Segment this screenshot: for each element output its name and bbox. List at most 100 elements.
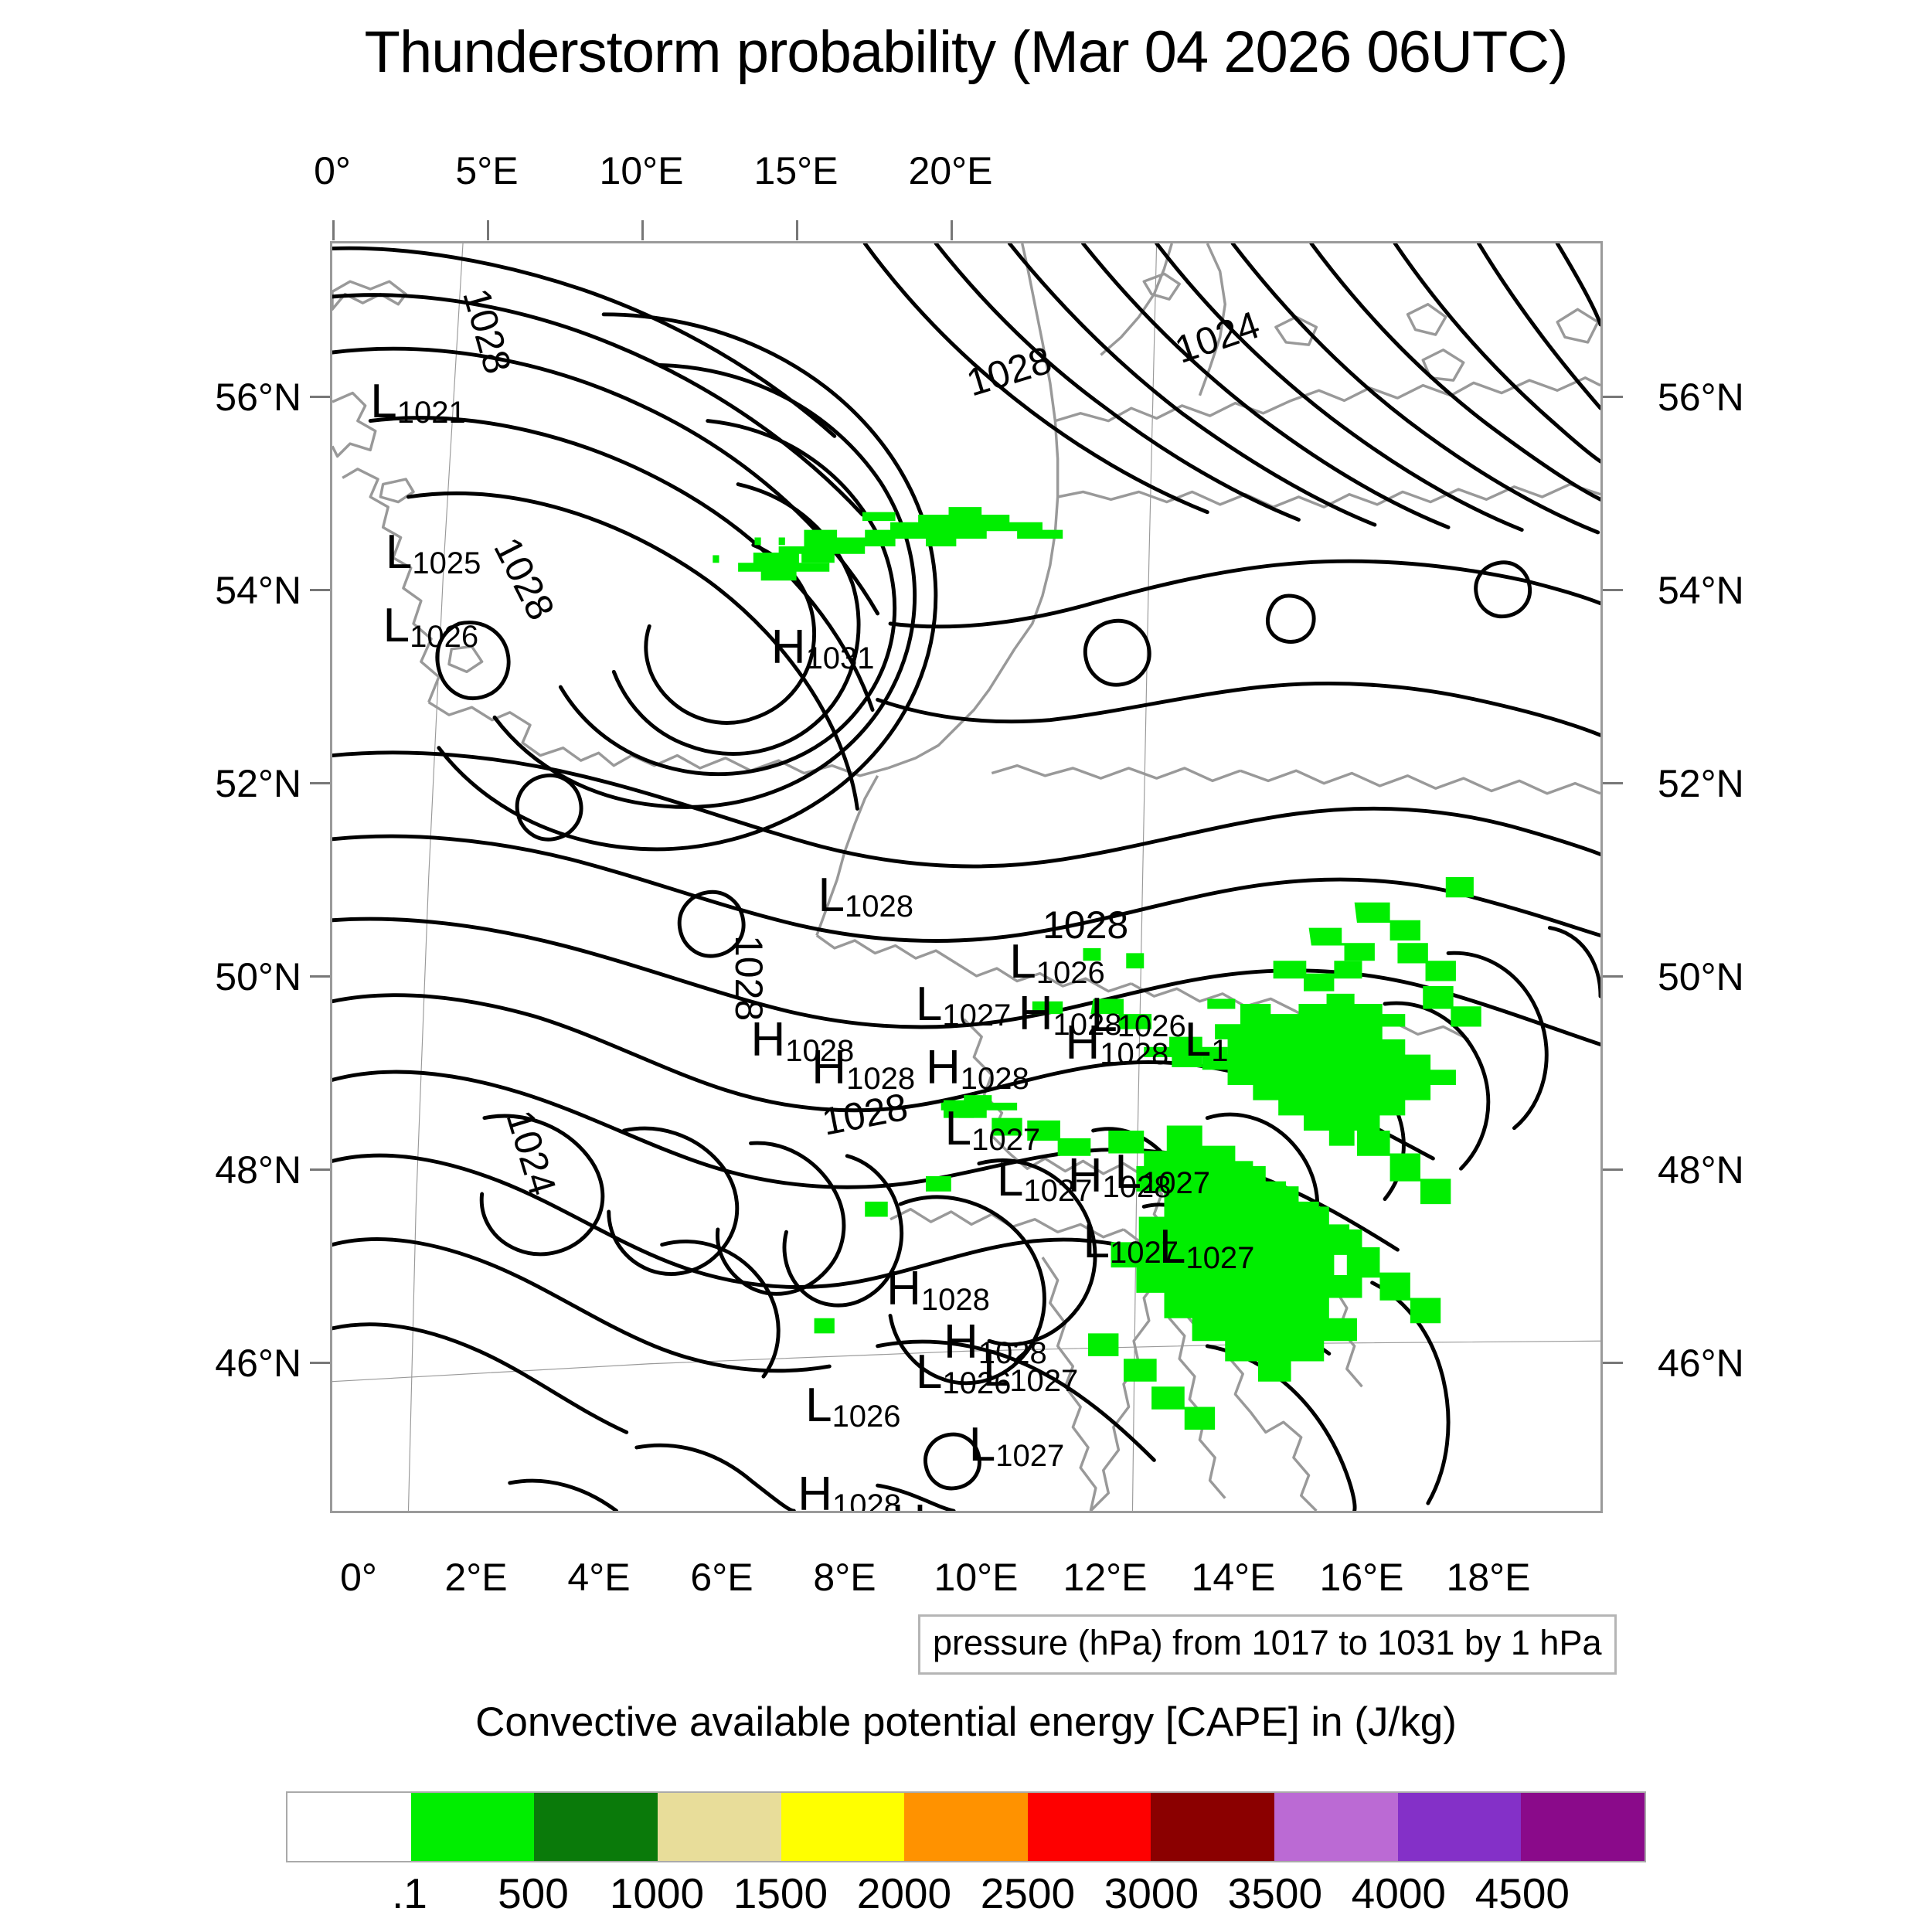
lon-label-bottom: 12°E	[1063, 1556, 1148, 1599]
pressure-legend-text: pressure (hPa) from 1017 to 1031 by 1 hP…	[933, 1623, 1602, 1662]
extrema-label: L1027	[944, 1102, 1041, 1158]
colorbar-tick: 1000	[609, 1869, 705, 1917]
lon-label-bottom: 16°E	[1319, 1556, 1404, 1599]
axis-tick-left	[310, 1168, 330, 1171]
lon-label-top: 20°E	[908, 149, 993, 192]
axis-tick-right	[1603, 589, 1623, 591]
colorbar-swatch-0	[287, 1793, 411, 1861]
lat-label-left: 56°N	[215, 376, 301, 419]
colorbar-swatch-8	[1274, 1793, 1398, 1861]
axis-tick-right	[1603, 396, 1623, 398]
lon-label-bottom: 6°E	[690, 1556, 753, 1599]
extrema-label: L1027	[1114, 1145, 1210, 1200]
colorbar-swatch-5	[904, 1793, 1028, 1861]
colorbar-tick: 3500	[1227, 1869, 1323, 1917]
extrema-label: H1028	[886, 1261, 990, 1317]
colorbar-caption: Convective available potential energy [C…	[475, 1699, 1457, 1745]
colorbar-swatch-3	[657, 1793, 781, 1861]
lon-label-top: 10°E	[599, 149, 684, 192]
extrema-label: H1028	[811, 1041, 916, 1097]
map-canvas	[332, 243, 1600, 1511]
extrema-label: H1028	[1065, 1015, 1169, 1071]
colorbar-swatch-4	[781, 1793, 905, 1861]
axis-tick-top	[332, 220, 335, 240]
lon-label-top: 5°E	[455, 149, 519, 192]
colorbar-tick: 500	[498, 1869, 569, 1917]
colorbar-swatch-2	[534, 1793, 658, 1861]
lat-label-left: 50°N	[215, 955, 301, 998]
axis-tick-top	[951, 220, 953, 240]
axis-tick-right	[1603, 1168, 1623, 1171]
lat-label-right: 56°N	[1658, 376, 1744, 419]
lon-label-bottom: 10°E	[934, 1556, 1019, 1599]
colorbar[interactable]	[286, 1791, 1646, 1862]
lon-label-bottom: 2°E	[444, 1556, 508, 1599]
extrema-label: H1028	[750, 1013, 855, 1069]
extrema-label: L1026	[805, 1378, 901, 1434]
colorbar-swatch-10	[1521, 1793, 1645, 1861]
lat-label-right: 48°N	[1658, 1148, 1744, 1192]
axis-tick-left	[310, 782, 330, 784]
colorbar-tick: 4500	[1475, 1869, 1570, 1917]
extrema-label: L1026	[915, 1345, 1012, 1401]
extrema-label: H1028	[1018, 986, 1122, 1042]
colorbar-tick: 2500	[980, 1869, 1076, 1917]
axis-tick-right	[1603, 1362, 1623, 1364]
cape-shading	[713, 507, 1481, 1430]
colorbar-tick: 2000	[856, 1869, 952, 1917]
axis-tick-top	[641, 220, 644, 240]
extrema-label: L1026	[383, 599, 479, 655]
extrema-label: H1028	[1067, 1148, 1172, 1204]
lat-label-right: 46°N	[1658, 1342, 1744, 1385]
axis-tick-top	[487, 220, 489, 240]
extrema-label: L1026	[1090, 988, 1186, 1043]
contour-value-label: 1028	[1042, 903, 1129, 947]
graticule	[332, 243, 1600, 1511]
colorbar-swatch-6	[1027, 1793, 1151, 1861]
colorbar-tick: 3000	[1104, 1869, 1199, 1917]
axis-tick-top	[796, 220, 798, 240]
extrema-label: H1028	[892, 1498, 995, 1511]
extrema-label: L1025	[385, 526, 481, 580]
lon-label-bottom: 14°E	[1191, 1556, 1276, 1599]
lon-label-bottom: 0°	[340, 1556, 377, 1599]
extrema-label: H1028	[943, 1315, 1047, 1370]
axis-tick-left	[310, 975, 330, 978]
lat-label-left: 46°N	[215, 1342, 301, 1385]
lon-label-bottom: 4°E	[567, 1556, 631, 1599]
colorbar-tick: .1	[392, 1869, 427, 1917]
extrema-label: L1021	[370, 374, 466, 430]
extrema-label: L1027	[915, 978, 1012, 1033]
extrema-label: H1031	[770, 621, 875, 675]
axis-tick-left	[310, 396, 330, 398]
colorbar-tick: 1500	[733, 1869, 828, 1917]
colorbar-swatch-1	[410, 1793, 535, 1861]
extrema-label: H1028	[925, 1041, 1029, 1097]
extrema-label: H1028	[798, 1467, 901, 1513]
lat-label-left: 52°N	[215, 762, 301, 805]
isobars	[332, 243, 1600, 1511]
extrema-label: L1027	[1158, 1219, 1255, 1275]
weather-map[interactable]: L1021 L1025 L1026 H1031 L1028 L1026 L102…	[330, 241, 1603, 1513]
lat-label-left: 54°N	[215, 569, 301, 612]
extrema-label: L1028	[818, 869, 913, 924]
lat-label-right: 52°N	[1658, 762, 1744, 805]
axis-tick-right	[1603, 975, 1623, 978]
lon-label-top: 15°E	[753, 149, 838, 192]
extrema-label: L1027	[1083, 1215, 1179, 1270]
colorbar-swatch-7	[1151, 1793, 1275, 1861]
lat-label-left: 48°N	[215, 1148, 301, 1192]
lat-label-right: 50°N	[1658, 955, 1744, 998]
lon-label-top: 0°	[314, 149, 351, 192]
colorbar-swatch-9	[1397, 1793, 1522, 1861]
axis-tick-left	[310, 589, 330, 591]
lon-label-bottom: 18°E	[1446, 1556, 1531, 1599]
lon-label-bottom: 8°E	[813, 1556, 876, 1599]
axis-tick-left	[310, 1362, 330, 1364]
contour-value-label: 1028	[726, 935, 770, 1022]
extrema-label: L1027	[968, 1417, 1065, 1473]
extrema-label: L1	[1184, 1013, 1229, 1069]
colorbar-tick: 4000	[1351, 1869, 1447, 1917]
colorbar-tick-labels: .1 500 1000 1500 2000 2500 3000 3500 400…	[286, 1869, 1646, 1923]
extrema-label: L1026	[1009, 934, 1105, 990]
